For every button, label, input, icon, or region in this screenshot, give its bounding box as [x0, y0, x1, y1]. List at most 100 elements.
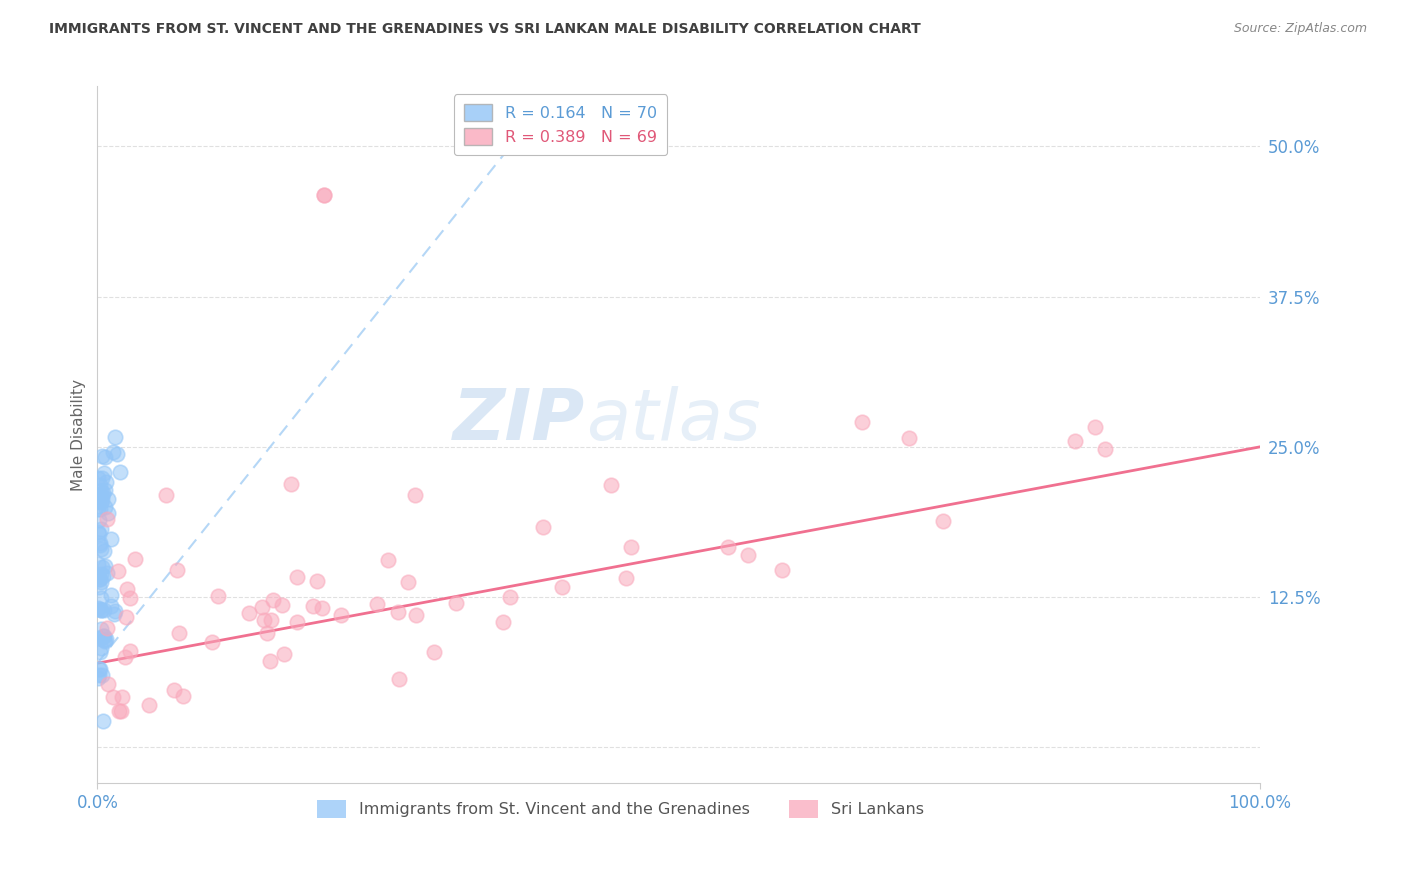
Point	[89, 644, 111, 658]
Point	[94, 632, 117, 646]
Point	[118, 644, 141, 658]
Point	[114, 649, 136, 664]
Point	[107, 564, 129, 578]
Point	[155, 488, 177, 502]
Point	[90, 603, 112, 617]
Point	[91, 668, 114, 682]
Point	[115, 610, 138, 624]
Point	[93, 603, 115, 617]
Point	[97, 677, 120, 691]
Point	[280, 477, 302, 491]
Point	[238, 606, 260, 620]
Point	[87, 558, 110, 572]
Point	[91, 714, 114, 728]
Point	[101, 445, 124, 459]
Point	[97, 506, 120, 520]
Point	[89, 536, 111, 550]
Point	[87, 502, 110, 516]
Point	[737, 548, 759, 562]
Point	[87, 487, 110, 501]
Point	[89, 631, 111, 645]
Point	[93, 450, 115, 464]
Point	[100, 599, 122, 614]
Point	[770, 563, 793, 577]
Point	[94, 500, 117, 514]
Point	[932, 514, 955, 528]
Point	[405, 608, 427, 623]
Point	[91, 630, 114, 644]
Point	[312, 187, 335, 202]
Point	[271, 598, 294, 612]
Point	[90, 574, 112, 589]
Point	[89, 602, 111, 616]
Point	[89, 581, 111, 595]
Point	[97, 492, 120, 507]
Point	[404, 488, 426, 502]
Point	[100, 588, 122, 602]
Point	[87, 471, 110, 485]
Point	[90, 591, 112, 605]
Point	[1094, 442, 1116, 457]
Point	[96, 512, 118, 526]
Point	[166, 563, 188, 577]
Point	[388, 673, 411, 687]
Point	[87, 527, 110, 541]
Point	[253, 614, 276, 628]
Point	[285, 615, 308, 630]
Point	[492, 615, 515, 630]
Point	[94, 475, 117, 490]
Text: atlas: atlas	[585, 386, 761, 456]
Point	[87, 570, 110, 584]
Point	[259, 654, 281, 668]
Point	[285, 569, 308, 583]
Point	[87, 513, 110, 527]
Point	[499, 590, 522, 604]
Point	[307, 574, 329, 589]
Point	[93, 543, 115, 558]
Point	[616, 571, 638, 585]
Point	[89, 494, 111, 508]
Point	[87, 572, 110, 586]
Point	[207, 589, 229, 603]
Point	[302, 599, 325, 613]
Point	[312, 187, 335, 202]
Point	[93, 633, 115, 648]
Point	[366, 597, 388, 611]
Point	[87, 662, 110, 676]
Point	[96, 621, 118, 635]
Point	[1084, 420, 1107, 434]
Point	[90, 623, 112, 637]
Point	[89, 478, 111, 492]
Point	[90, 522, 112, 536]
Point	[600, 478, 623, 492]
Point	[262, 593, 284, 607]
Point	[87, 668, 110, 682]
Point	[90, 483, 112, 498]
Point	[90, 490, 112, 504]
Point	[91, 568, 114, 582]
Point	[91, 471, 114, 485]
Point	[104, 604, 127, 618]
Point	[90, 449, 112, 463]
Point	[329, 607, 352, 622]
Point	[115, 582, 138, 596]
Point	[94, 559, 117, 574]
Point	[311, 600, 333, 615]
Point	[110, 704, 132, 718]
Point	[444, 596, 467, 610]
Point	[104, 430, 127, 444]
Point	[124, 552, 146, 566]
Point	[94, 633, 117, 648]
Point	[898, 432, 921, 446]
Point	[89, 489, 111, 503]
Point	[256, 625, 278, 640]
Point	[423, 644, 446, 658]
Point	[90, 603, 112, 617]
Point	[89, 662, 111, 676]
Text: Source: ZipAtlas.com: Source: ZipAtlas.com	[1233, 22, 1367, 36]
Point	[101, 690, 124, 704]
Point	[172, 689, 194, 703]
Point	[138, 698, 160, 713]
Point	[377, 553, 399, 567]
Point	[108, 465, 131, 479]
